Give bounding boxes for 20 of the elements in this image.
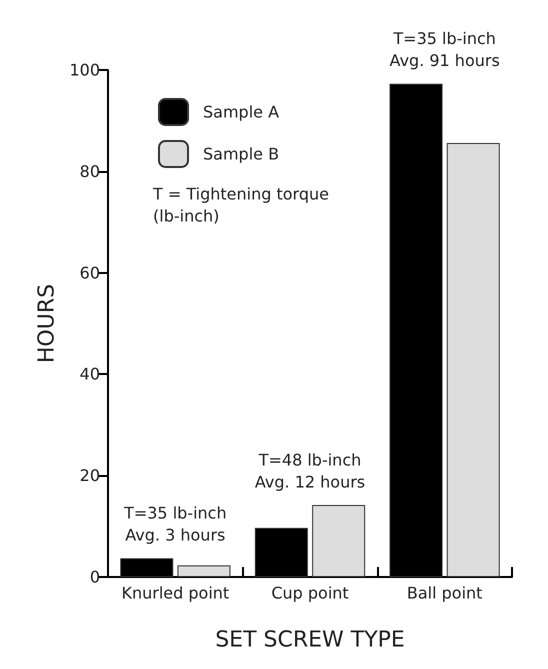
annotation: T=35 lb-inch Avg. 3 hours — [123, 504, 227, 545]
y-tick-label: 20 — [80, 466, 100, 486]
y-tick-label: 100 — [69, 60, 100, 80]
y-tick-label: 80 — [80, 162, 100, 181]
y-axis-title: HOURS — [34, 284, 60, 364]
x-tick-label: Cup point — [271, 584, 349, 602]
x-axis-title: SET SCREW TYPE — [215, 628, 405, 652]
annotation: T=48 lb-inch Avg. 12 hours — [254, 450, 366, 492]
y-tick-label: 60 — [80, 263, 100, 282]
annotation: T = Tightening torque (lb-inch) — [152, 184, 329, 226]
legend-label: Sample A — [203, 102, 280, 122]
x-tick-label: Knurled point — [121, 584, 230, 602]
bar — [177, 565, 230, 577]
x-tick-label: Ball point — [406, 584, 482, 602]
bar — [312, 505, 366, 577]
legend-label: Sample B — [203, 144, 280, 164]
y-tick-label: 0 — [90, 568, 100, 586]
bar — [446, 143, 500, 577]
annotation: T=35 lb-inch Avg. 91 hours — [390, 29, 500, 70]
y-tick-label: 40 — [80, 364, 100, 384]
